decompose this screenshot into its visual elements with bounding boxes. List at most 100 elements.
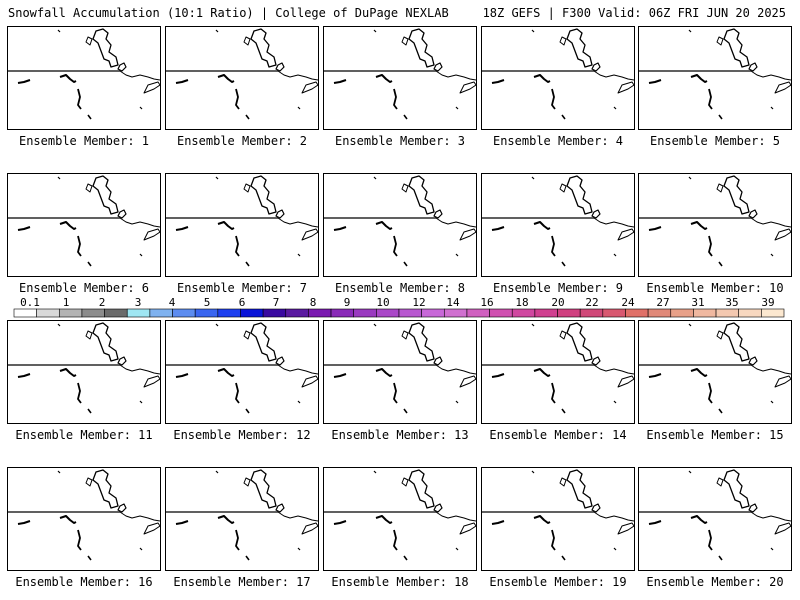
map-boundary	[716, 477, 724, 487]
map-boundary	[401, 36, 409, 46]
map-boundary	[435, 511, 476, 522]
map-boundary	[59, 515, 77, 524]
map-boundary	[561, 408, 566, 414]
map-boundary	[433, 62, 443, 72]
colorbar-swatch	[330, 308, 355, 318]
colorbar-swatch	[285, 308, 309, 318]
colorbar-swatch	[172, 308, 196, 318]
map-boundary	[716, 36, 724, 46]
map-boundary	[566, 28, 593, 68]
map-boundary	[235, 235, 240, 257]
colorbar-tick-label: 18	[515, 296, 528, 309]
ensemble-member-label: Ensemble Member: 20	[646, 575, 784, 589]
colorbar-swatch	[489, 308, 513, 318]
map-boundary	[277, 364, 318, 375]
map-boundary	[433, 503, 443, 513]
map-boundary	[235, 88, 240, 110]
ensemble-member-panel	[638, 320, 792, 424]
colorbar-swatch	[443, 308, 468, 318]
map-boundary	[708, 382, 713, 404]
colorbar-tick-label: 5	[204, 296, 211, 309]
map-outline	[324, 175, 476, 267]
map-boundary	[591, 62, 601, 72]
map-boundary	[408, 322, 435, 362]
map-boundary	[297, 106, 301, 110]
map-boundary	[117, 62, 127, 72]
map-boundary	[688, 470, 692, 474]
map-boundary	[375, 515, 393, 524]
ensemble-member-panel	[7, 26, 161, 130]
map-boundary	[217, 74, 235, 83]
map-boundary	[301, 375, 318, 388]
map-boundary	[435, 70, 476, 81]
ensemble-member-panel	[165, 173, 319, 277]
colorbar-tick-label: 31	[691, 296, 704, 309]
map-boundary	[87, 555, 92, 561]
map-boundary	[215, 323, 219, 327]
map-boundary	[250, 175, 277, 215]
map-boundary	[708, 529, 713, 551]
ensemble-member-panel	[481, 320, 635, 424]
map-boundary	[718, 555, 723, 561]
map-boundary	[77, 235, 82, 257]
colorbar-tick-label: 7	[273, 296, 280, 309]
map-boundary	[297, 253, 301, 257]
map-boundary	[235, 529, 240, 551]
map-boundary	[617, 375, 634, 388]
map-boundary	[401, 330, 409, 340]
colorbar-swatch	[353, 308, 377, 318]
colorbar-swatch	[466, 308, 490, 318]
map-boundary	[566, 175, 593, 215]
map-boundary	[301, 81, 318, 94]
map-boundary	[403, 408, 408, 414]
ensemble-member-panel	[323, 320, 477, 424]
map-boundary	[92, 28, 119, 68]
ensemble-member-label: Ensemble Member: 18	[331, 575, 469, 589]
colorbar-tick-label: 24	[621, 296, 635, 309]
map-boundary	[531, 29, 535, 33]
map-boundary	[708, 88, 713, 110]
map-boundary	[774, 522, 791, 535]
map-boundary	[559, 36, 567, 46]
map-boundary	[690, 515, 708, 524]
map-boundary	[718, 261, 723, 267]
map-boundary	[551, 235, 556, 257]
map-boundary	[87, 408, 92, 414]
map-boundary	[373, 29, 377, 33]
map-boundary	[275, 62, 285, 72]
map-boundary	[491, 520, 505, 525]
ensemble-member-panel	[481, 26, 635, 130]
map-boundary	[393, 529, 398, 551]
colorbar-swatch	[217, 308, 241, 318]
colorbar-tick-label: 10	[376, 296, 389, 309]
map-outline	[639, 322, 791, 414]
map-boundary	[774, 81, 791, 94]
colorbar-tick-label: 8	[310, 296, 317, 309]
map-boundary	[57, 176, 61, 180]
map-boundary	[533, 74, 551, 83]
map-boundary	[92, 322, 119, 362]
colorbar-swatch	[308, 308, 332, 318]
map-outline	[8, 175, 160, 267]
colorbar-tick-label: 3	[135, 296, 142, 309]
map-boundary	[250, 322, 277, 362]
map-boundary	[245, 114, 250, 120]
ensemble-member-panel	[638, 26, 792, 130]
map-boundary	[455, 106, 459, 110]
map-outline	[482, 28, 634, 120]
map-boundary	[748, 503, 758, 513]
map-boundary	[690, 368, 708, 377]
colorbar-swatch	[670, 308, 694, 318]
map-boundary	[217, 221, 235, 230]
map-outline	[8, 28, 160, 120]
map-boundary	[92, 175, 119, 215]
colorbar-tick-label: 16	[480, 296, 493, 309]
map-boundary	[613, 547, 617, 551]
map-boundary	[333, 226, 347, 231]
map-boundary	[375, 221, 393, 230]
colorbar-tick-label: 35	[725, 296, 738, 309]
map-boundary	[277, 70, 318, 81]
ensemble-member-label: Ensemble Member: 12	[173, 428, 311, 442]
map-boundary	[491, 79, 505, 84]
ensemble-member-label: Ensemble Member: 6	[18, 281, 150, 295]
